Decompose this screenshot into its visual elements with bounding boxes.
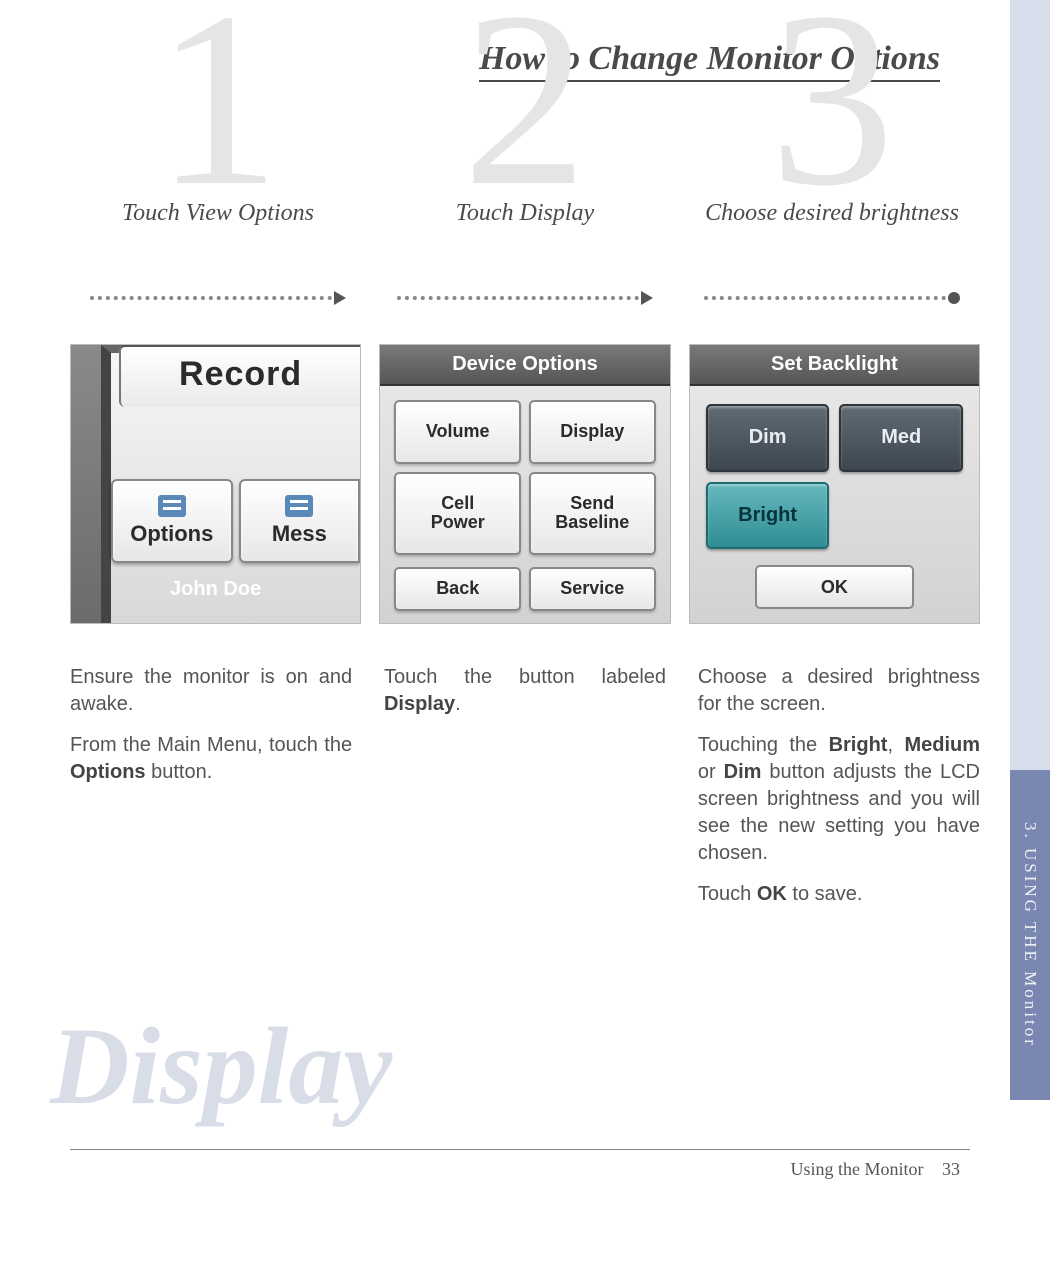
step-caption: Touch Display — [387, 200, 663, 227]
patient-name: John Doe — [71, 578, 360, 601]
send-baseline-button[interactable]: SendBaseline — [529, 472, 656, 555]
page-number: 33 — [942, 1159, 960, 1179]
step-connector — [694, 292, 970, 304]
back-button[interactable]: Back — [394, 567, 521, 611]
body-text: Ensure the monitor is on and awake. — [70, 664, 352, 718]
body-text: Touching the Bright, Medium or Dim butto… — [698, 732, 980, 867]
med-button[interactable]: Med — [839, 404, 963, 472]
volume-button[interactable]: Volume — [394, 400, 521, 464]
list-icon — [158, 495, 186, 517]
step-connector — [387, 292, 663, 304]
cell-power-button[interactable]: CellPower — [394, 472, 521, 555]
instructions-col-2: Touch the button labeled Display. — [384, 664, 666, 922]
record-button[interactable]: Record — [119, 345, 360, 407]
panel-header: Set Backlight — [690, 345, 979, 386]
step-number: 2 — [462, 0, 587, 200]
section-watermark: Display — [50, 1003, 392, 1130]
empty-cell — [839, 482, 963, 550]
service-button[interactable]: Service — [529, 567, 656, 611]
bright-button[interactable]: Bright — [706, 482, 830, 550]
step-3: 3 Choose desired brightness — [694, 150, 970, 304]
messages-button[interactable]: Mess — [239, 479, 361, 563]
body-text: Choose a desired brightness for the scre… — [698, 664, 980, 718]
button-label: Options — [130, 521, 213, 547]
step-number: 1 — [155, 0, 280, 200]
step-number: 3 — [770, 0, 895, 200]
footer-section: Using the Monitor — [791, 1159, 924, 1179]
instructions-col-1: Ensure the monitor is on and awake. From… — [70, 664, 352, 922]
button-label: Mess — [272, 521, 327, 547]
step-connector — [80, 292, 356, 304]
arrow-icon — [641, 291, 653, 305]
instructions-col-3: Choose a desired brightness for the scre… — [698, 664, 980, 922]
mail-icon — [285, 495, 313, 517]
step-caption: Touch View Options — [80, 200, 356, 227]
dim-button[interactable]: Dim — [706, 404, 830, 472]
body-text: Touch OK to save. — [698, 881, 980, 908]
page-footer: Using the Monitor 33 — [791, 1159, 961, 1180]
dot-icon — [948, 292, 960, 304]
step-2: 2 Touch Display — [387, 150, 663, 304]
options-button[interactable]: Options — [111, 479, 233, 563]
panel-header: Device Options — [380, 345, 669, 386]
body-text: From the Main Menu, touch the Options bu… — [70, 732, 352, 786]
step-caption: Choose desired brightness — [694, 200, 970, 227]
arrow-icon — [334, 291, 346, 305]
screenshot-main-menu: Record Options Mess John Doe — [70, 344, 361, 624]
step-1: 1 Touch View Options — [80, 150, 356, 304]
screenshot-set-backlight: Set Backlight Dim Med Bright OK — [689, 344, 980, 624]
display-button[interactable]: Display — [529, 400, 656, 464]
screenshot-device-options: Device Options Volume Display CellPower … — [379, 344, 670, 624]
body-text: Touch the button labeled Display. — [384, 664, 666, 718]
ok-button[interactable]: OK — [755, 565, 913, 609]
footer-rule — [70, 1149, 970, 1150]
